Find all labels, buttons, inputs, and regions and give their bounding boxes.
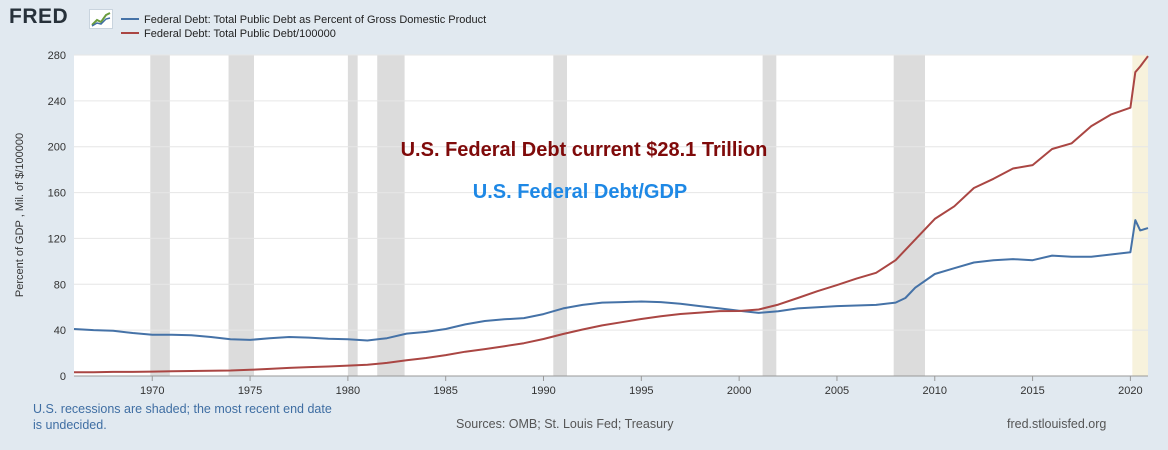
y-tick-label: 120 xyxy=(48,233,66,245)
recession-band xyxy=(347,55,358,376)
y-tick-label: 160 xyxy=(48,188,66,200)
x-tick-label: 1990 xyxy=(531,385,555,397)
recession-band xyxy=(893,55,925,376)
legend-label-total-debt[interactable]: Federal Debt: Total Public Debt/100000 xyxy=(144,28,336,40)
recession-band xyxy=(377,55,405,376)
x-tick-label: 1985 xyxy=(433,385,457,397)
legend-label-debt-gdp[interactable]: Federal Debt: Total Public Debt as Perce… xyxy=(144,14,486,26)
fred-logo[interactable]: FRED xyxy=(9,5,69,28)
x-tick-label: 1980 xyxy=(336,385,360,397)
x-tick-label: 1995 xyxy=(629,385,653,397)
series-line-total-debt[interactable] xyxy=(73,55,1149,374)
y-tick-label: 0 xyxy=(60,371,66,383)
x-tick-label: 2020 xyxy=(1118,385,1142,397)
y-tick-label: 240 xyxy=(48,96,66,108)
recession-bands xyxy=(150,55,1148,376)
legend: Federal Debt: Total Public Debt as Perce… xyxy=(121,14,486,40)
y-tick-label: 40 xyxy=(54,325,66,337)
x-tick-label: 2010 xyxy=(923,385,947,397)
x-axis-ticks: 1970 1975 1980 1985 1990 1995 2000 2005 2010 2015… xyxy=(74,375,1148,397)
annotation-total-debt: U.S. Federal Debt current $28.1 Trillion xyxy=(401,139,768,161)
y-tick-label: 280 xyxy=(48,50,66,62)
series-line-debt-gdp[interactable] xyxy=(73,219,1149,342)
y-axis-ticks: 0 40 80 120 160 200 240 280 xyxy=(48,50,66,383)
recession-band xyxy=(228,55,254,376)
annotation-debt-gdp: U.S. Federal Debt/GDP xyxy=(473,181,688,203)
y-tick-label: 200 xyxy=(48,142,66,154)
y-tick-label: 80 xyxy=(54,279,66,291)
y-axis-title: Percent of GDP , Mil. of $/100000 xyxy=(14,133,26,297)
recession-note: U.S. recessions are shaded; the most rec… xyxy=(33,402,332,432)
chart: Federal Debt: Total Public Debt as Perce… xyxy=(14,14,1149,397)
x-tick-label: 1975 xyxy=(238,385,262,397)
x-tick-label: 2005 xyxy=(825,385,849,397)
x-tick-label: 1970 xyxy=(140,385,164,397)
recent-recession-band xyxy=(1132,55,1148,376)
recession-band xyxy=(762,55,777,376)
source-url[interactable]: fred.stlouisfed.org xyxy=(1007,417,1107,431)
fred-logo-graph-icon xyxy=(89,9,113,29)
recession-band xyxy=(150,55,170,376)
x-tick-label: 2015 xyxy=(1020,385,1044,397)
series-lines xyxy=(73,55,1149,374)
sources: Sources: OMB; St. Louis Fed; Treasury xyxy=(456,417,674,431)
x-tick-label: 2000 xyxy=(727,385,751,397)
recession-band xyxy=(553,55,567,376)
